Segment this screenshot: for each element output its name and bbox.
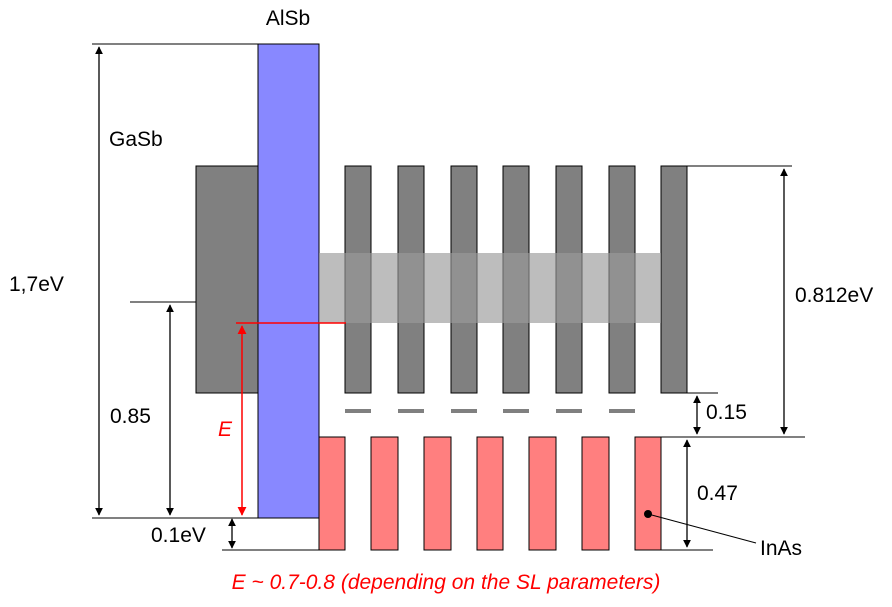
sl-inas-layer	[423, 436, 452, 551]
label-offset-047: 0.47	[697, 482, 738, 505]
sl-inas-layer	[528, 436, 557, 551]
dimension-arrows	[95, 46, 788, 549]
label-inas: InAs	[760, 537, 802, 560]
label-offset-085: 0.85	[110, 405, 151, 428]
reference-lines	[92, 43, 805, 551]
alsb-barrier	[257, 43, 320, 519]
gasb-block	[195, 165, 259, 394]
sl-gasb-layer	[660, 165, 688, 394]
miniband	[319, 253, 661, 323]
sl-inas-layer	[370, 436, 399, 551]
label-sl-gap: 0.812eV	[795, 284, 873, 307]
label-offset-015: 0.15	[706, 401, 747, 424]
sl-inas-layer	[476, 436, 504, 551]
label-total-gap: 1,7eV	[9, 273, 64, 296]
sl-inas-layer	[581, 436, 610, 551]
sl-inas-layers	[318, 436, 662, 551]
label-energy: E	[218, 418, 233, 441]
caption: E ~ 0.7-0.8 (depending on the SL paramet…	[232, 571, 661, 594]
sl-inas-layer	[634, 436, 662, 551]
sl-inas-layer	[318, 436, 346, 551]
label-alsb: AlSb	[266, 7, 310, 30]
energy-marker	[236, 322, 346, 516]
label-offset-01: 0.1eV	[151, 524, 206, 547]
label-gasb: GaSb	[109, 128, 163, 151]
inas-pointer-line	[647, 513, 757, 544]
